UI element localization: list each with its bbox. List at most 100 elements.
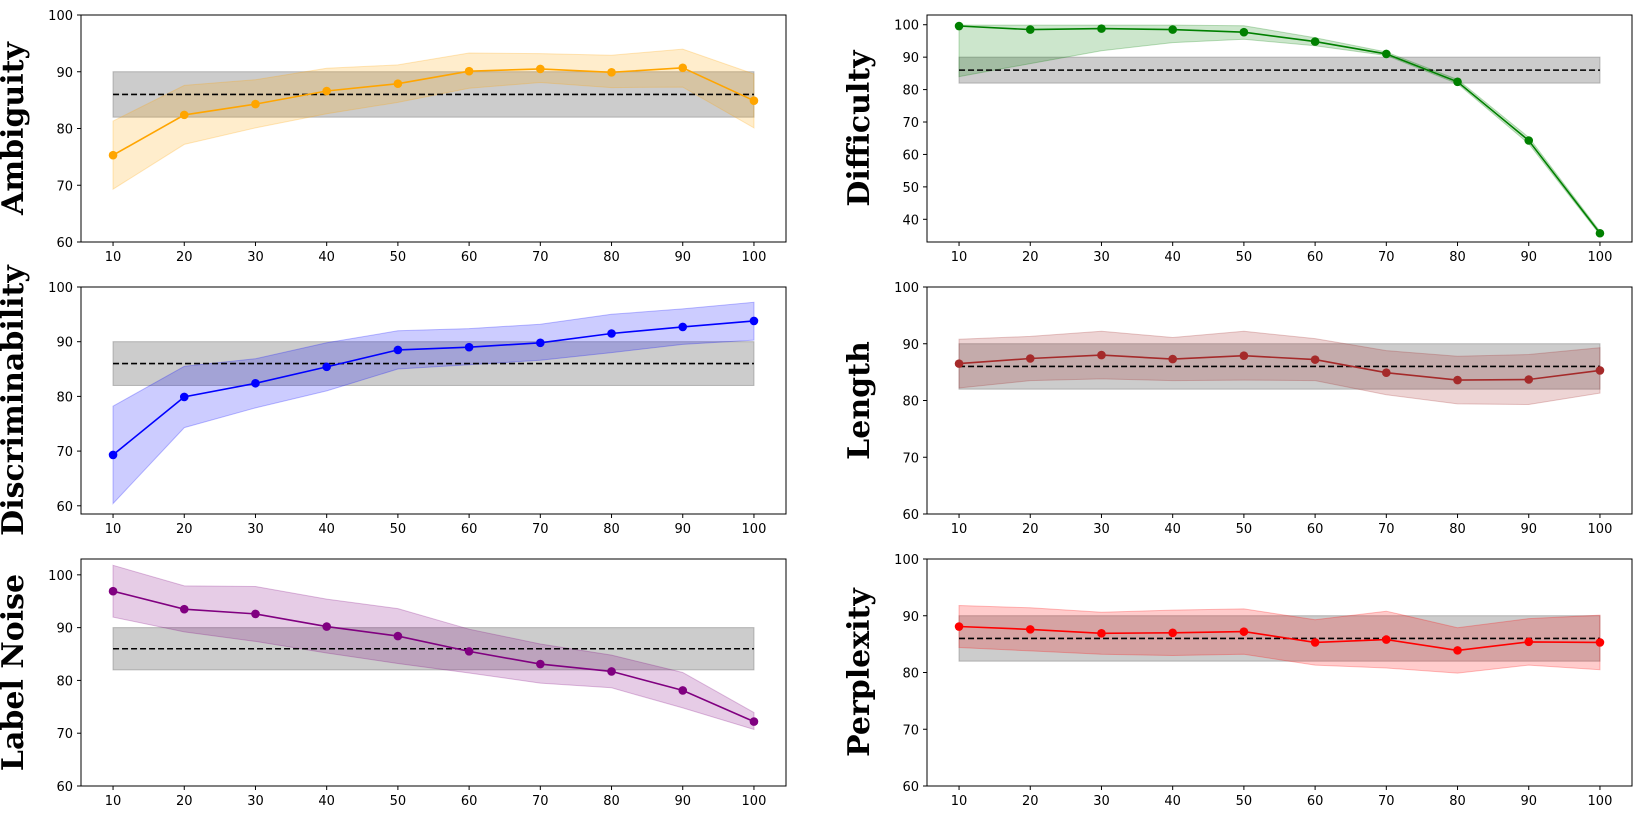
- x-tick-label: 40: [1164, 522, 1181, 537]
- x-tick-label: 80: [603, 522, 620, 537]
- data-point: [1025, 354, 1035, 363]
- x-tick-label: 100: [1588, 522, 1613, 537]
- y-tick-label: 70: [56, 727, 73, 742]
- x-tick-label: 20: [176, 794, 193, 809]
- x-tick-label: 30: [1093, 250, 1110, 265]
- axes-frame: [926, 558, 1633, 787]
- data-point: [1310, 37, 1320, 46]
- data-point: [322, 622, 331, 631]
- y-tick-label: 60: [902, 148, 919, 163]
- confidence-band: [112, 564, 755, 731]
- y-tick-label: 60: [56, 500, 73, 515]
- y-tick-label: 100: [894, 281, 919, 296]
- y-tick-label: 90: [902, 610, 919, 625]
- data-point: [322, 86, 331, 96]
- data-point: [1310, 638, 1320, 647]
- data-point: [1239, 27, 1249, 37]
- confidence-band: [958, 24, 1601, 237]
- x-tick-label: 10: [951, 794, 968, 809]
- y-tick-label: 40: [902, 213, 919, 228]
- data-point: [1595, 228, 1605, 238]
- x-tick-label: 40: [318, 250, 335, 265]
- x-tick-label: 30: [247, 250, 264, 265]
- x-tick-label: 20: [176, 250, 193, 265]
- x-tick-label: 60: [461, 522, 478, 537]
- x-tick-label: 100: [1588, 250, 1613, 265]
- data-point: [1595, 366, 1605, 375]
- axes-frame: [80, 286, 787, 515]
- x-tick-label: 40: [318, 522, 335, 537]
- y-tick-label: 60: [56, 236, 73, 251]
- y-tick-label: 90: [56, 622, 73, 637]
- chart-perplexity: 10 20 30 40 50 60 70 80 90 100 60 70 80 90 100 Perplexi…: [842, 553, 1633, 809]
- data-point: [1453, 646, 1462, 655]
- x-tick-label: 50: [390, 522, 407, 537]
- data-point: [1168, 354, 1177, 364]
- data-point: [1382, 368, 1391, 377]
- y-tick-label: 50: [902, 181, 919, 196]
- x-tick-label: 50: [1236, 794, 1253, 809]
- y-axis-label: Perplexity: [842, 587, 877, 757]
- data-point: [251, 99, 260, 109]
- data-point: [179, 392, 189, 402]
- data-point: [1097, 629, 1106, 638]
- y-tick-label: 80: [56, 674, 73, 689]
- plot-area: [954, 330, 1605, 406]
- x-tick-label: 50: [1236, 250, 1253, 265]
- x-tick-label: 10: [951, 522, 968, 537]
- data-point: [1382, 49, 1391, 59]
- x-tick-label: 60: [461, 250, 478, 265]
- data-point: [179, 604, 189, 614]
- x-tick-label: 40: [318, 794, 335, 809]
- y-tick-label: 70: [902, 116, 919, 131]
- series-line: [958, 25, 1601, 234]
- data-point: [1382, 635, 1391, 644]
- x-tick-label: 90: [674, 250, 691, 265]
- data-point: [393, 79, 403, 88]
- data-point: [393, 631, 403, 641]
- data-point: [607, 68, 616, 77]
- y-tick-label: 60: [902, 780, 919, 795]
- data-point: [954, 21, 964, 31]
- y-tick-label: 70: [56, 179, 73, 194]
- y-tick-label: 100: [48, 9, 73, 24]
- x-tick-label: 20: [176, 522, 193, 537]
- data-point: [678, 322, 688, 332]
- x-tick-label: 100: [742, 522, 767, 537]
- x-tick-label: 70: [1378, 522, 1395, 537]
- x-tick-label: 30: [1093, 522, 1110, 537]
- x-tick-label: 40: [1164, 250, 1181, 265]
- x-tick-label: 50: [390, 250, 407, 265]
- confidence-band: [958, 330, 1601, 406]
- chart-length: 10 20 30 40 50 60 70 80 90 100 60 70 80 90 100 Length: [842, 281, 1633, 537]
- data-point: [108, 586, 118, 596]
- data-point: [1453, 375, 1462, 385]
- x-tick-label: 60: [1307, 522, 1324, 537]
- series-line: [958, 625, 1601, 652]
- x-tick-label: 80: [603, 794, 620, 809]
- series-line: [112, 590, 755, 723]
- x-tick-label: 10: [105, 794, 122, 809]
- series-line: [112, 66, 755, 156]
- y-tick-label: 100: [894, 553, 919, 568]
- x-tick-label: 20: [1022, 522, 1039, 537]
- plot-area: [108, 48, 759, 191]
- y-axis-label: Length: [842, 341, 877, 460]
- x-tick-label: 90: [1520, 794, 1537, 809]
- data-point: [1097, 350, 1106, 360]
- x-tick-label: 10: [105, 250, 122, 265]
- data-point: [179, 110, 189, 120]
- x-tick-label: 80: [1449, 522, 1466, 537]
- data-point: [678, 63, 688, 73]
- data-point: [536, 64, 545, 74]
- x-tick-label: 70: [532, 250, 549, 265]
- y-tick-label: 80: [56, 390, 73, 405]
- data-point: [393, 345, 403, 355]
- data-point: [464, 342, 474, 352]
- data-point: [954, 622, 964, 631]
- chart-difficulty: 10 20 30 40 50 60 70 80 90 100 40 50 60 70 80 90 100 Diff…: [842, 14, 1633, 265]
- y-tick-label: 90: [56, 336, 73, 351]
- data-point: [1524, 375, 1534, 384]
- y-axis-label: Label Noise: [0, 574, 31, 771]
